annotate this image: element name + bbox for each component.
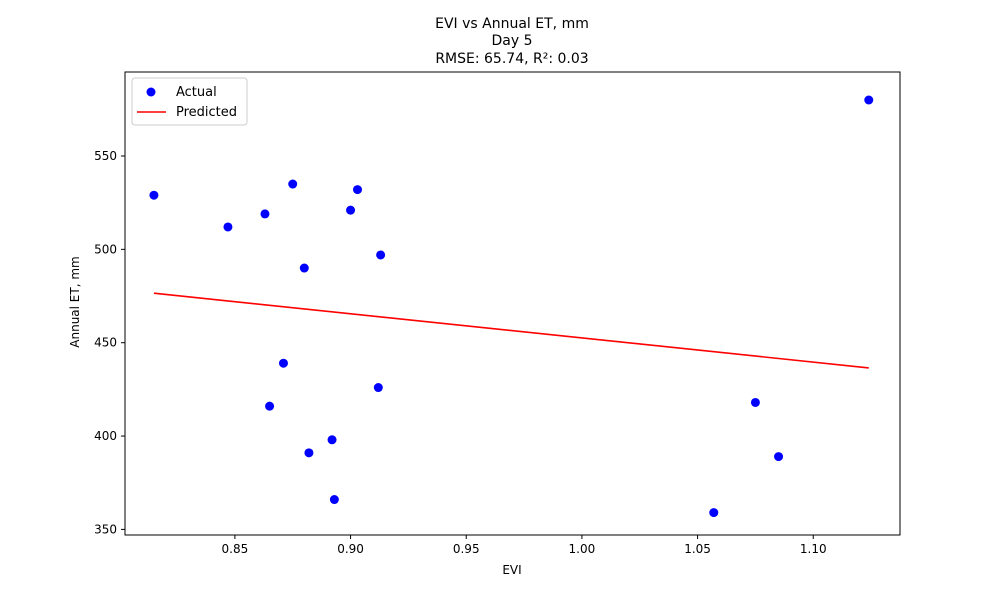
data-point-actual xyxy=(278,358,288,368)
y-tick-label: 550 xyxy=(94,149,117,163)
chart-title-line-2: Day 5 xyxy=(491,33,532,49)
series-predicted xyxy=(153,292,869,369)
data-point-actual xyxy=(327,435,337,445)
data-point-actual xyxy=(774,452,784,462)
data-point-actual xyxy=(376,250,386,260)
legend-label-actual: Actual xyxy=(176,85,217,100)
y-axis-ticks: 350 400 450 500 550 xyxy=(94,149,125,536)
x-tick-label: 0.90 xyxy=(337,542,364,556)
data-point-actual xyxy=(346,205,356,215)
data-point-actual xyxy=(353,185,362,195)
data-point-actual xyxy=(265,401,275,411)
legend: Actual Predicted xyxy=(131,77,248,126)
predicted-line xyxy=(153,292,869,369)
data-point-actual xyxy=(373,383,383,393)
legend-box xyxy=(131,77,248,126)
legend-marker-actual xyxy=(146,87,156,97)
data-point-actual xyxy=(223,222,233,232)
data-point-actual xyxy=(299,263,309,273)
plot-frame xyxy=(124,71,901,536)
x-axis-ticks: 0.85 0.90 0.95 1.00 1.05 1.10 xyxy=(222,535,827,556)
chart-title-line-3: RMSE: 65.74, R²: 0.03 xyxy=(435,51,588,67)
data-point-actual xyxy=(709,508,719,518)
data-point-actual xyxy=(750,397,760,407)
series-actual xyxy=(149,95,874,518)
data-point-actual xyxy=(149,190,159,200)
plot-area xyxy=(124,71,901,536)
data-point-actual xyxy=(304,448,314,458)
x-tick-label: 1.00 xyxy=(569,542,596,556)
chart-title-line-1: EVI vs Annual ET, mm xyxy=(435,16,589,32)
legend-label-predicted: Predicted xyxy=(176,105,237,120)
y-tick-label: 350 xyxy=(94,522,117,536)
x-tick-label: 1.10 xyxy=(800,542,827,556)
x-tick-label: 0.85 xyxy=(222,542,249,556)
chart-title: EVI vs Annual ET, mm Day 5 RMSE: 65.74, … xyxy=(435,16,589,67)
x-tick-label: 0.95 xyxy=(453,542,480,556)
y-axis-label: Annual ET, mm xyxy=(68,256,82,347)
y-tick-label: 400 xyxy=(94,429,117,443)
x-tick-label: 1.05 xyxy=(684,542,711,556)
y-tick-label: 450 xyxy=(94,336,117,350)
data-point-actual xyxy=(288,179,298,189)
data-point-actual xyxy=(260,209,270,219)
y-tick-label: 500 xyxy=(94,242,117,256)
x-axis-label: EVI xyxy=(502,563,521,577)
data-point-actual xyxy=(329,495,339,505)
data-point-actual xyxy=(864,95,874,105)
